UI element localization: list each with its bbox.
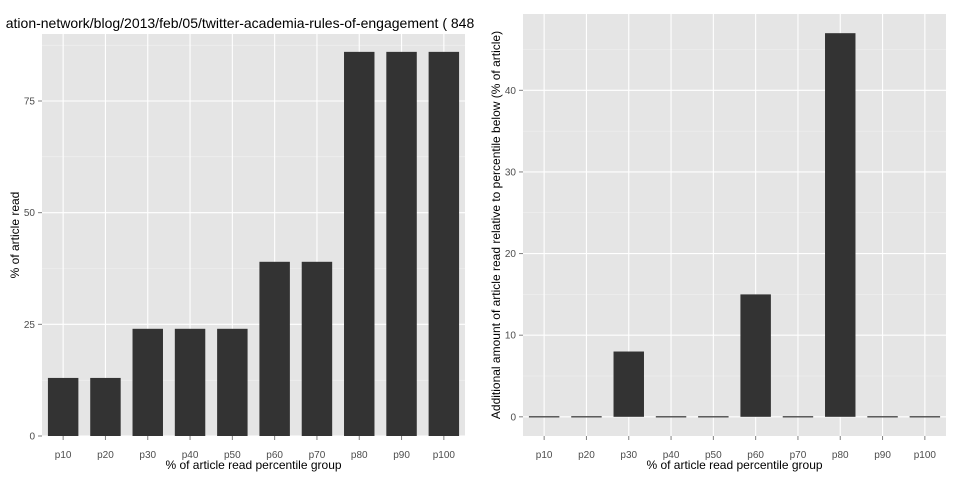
right-plot-panel	[523, 14, 946, 436]
left-y-tick-label: 0	[29, 432, 35, 443]
right-y-tick-label: 0	[510, 412, 516, 423]
right-bar-p100	[909, 416, 941, 418]
left-x-tick-label-p90: p90	[393, 450, 410, 461]
right-x-tick-label-p10: p10	[536, 450, 553, 461]
left-bar-p70	[301, 261, 333, 436]
right-bar-p10	[528, 416, 560, 418]
left-bar-p50	[217, 328, 248, 436]
right-bar-p60	[740, 294, 771, 417]
left-x-tick-label-p50: p50	[224, 450, 241, 461]
right-bar-p70	[782, 416, 814, 418]
left-x-tick-label-p40: p40	[182, 450, 199, 461]
right-bar-p30	[613, 351, 644, 417]
right-bar-p20	[571, 416, 602, 418]
left-bar-p90	[386, 51, 417, 436]
left-y-tick-label: 25	[24, 320, 36, 331]
right-bar-p40	[655, 416, 687, 418]
left-x-tick-label-p70: p70	[309, 450, 326, 461]
right-x-tick-label-p40: p40	[663, 450, 680, 461]
left-x-tick-label-p20: p20	[97, 450, 114, 461]
right-x-tick-label-p60: p60	[747, 450, 764, 461]
left-bar-p80	[344, 51, 375, 436]
left-y-axis-label: % of article read	[8, 192, 22, 279]
left-x-tick-label-p30: p30	[139, 450, 156, 461]
left-x-tick-label-p10: p10	[55, 450, 72, 461]
right-y-tick-label: 10	[505, 331, 517, 342]
left-x-tick-label-p80: p80	[351, 450, 368, 461]
left-y-tick-label: 75	[24, 97, 36, 108]
right-x-tick-label-p100: p100	[914, 450, 937, 461]
right-y-axis-label: Additional amount of article read relati…	[489, 31, 503, 419]
left-bar-p10	[47, 377, 79, 436]
right-x-tick-label-p80: p80	[832, 450, 849, 461]
left-bar-p60	[259, 261, 290, 436]
right-chart: 0 10 20 30 40 p10 p20 p30 p40 p50 p60 p70 p80 p90 p10…	[489, 14, 946, 472]
right-x-tick-label-p90: p90	[874, 450, 891, 461]
left-bar-p20	[90, 377, 121, 436]
right-x-tick-label-p70: p70	[790, 450, 807, 461]
right-bar-p90	[867, 416, 898, 418]
left-bar-p40	[174, 328, 206, 436]
right-x-axis-label: % of article read percentile group	[646, 458, 822, 472]
right-y-tick-label: 20	[505, 249, 517, 260]
right-bar-p80	[825, 33, 856, 417]
right-x-tick-label-p20: p20	[578, 450, 595, 461]
right-y-tick-label: 30	[505, 167, 517, 178]
left-chart-title: ation-network/blog/2013/feb/05/twitter-a…	[6, 15, 475, 31]
right-bar-p50	[698, 416, 729, 418]
left-x-tick-label-p60: p60	[266, 450, 283, 461]
left-x-axis-label: % of article read percentile group	[165, 458, 341, 472]
right-y-tick-label: 40	[505, 86, 517, 97]
left-x-tick-label-p100: p100	[433, 450, 456, 461]
left-bar-p30	[132, 328, 163, 436]
left-y-tick-label: 50	[24, 208, 36, 219]
right-x-tick-label-p50: p50	[705, 450, 722, 461]
right-x-tick-label-p30: p30	[620, 450, 637, 461]
left-bar-p100	[428, 51, 460, 436]
